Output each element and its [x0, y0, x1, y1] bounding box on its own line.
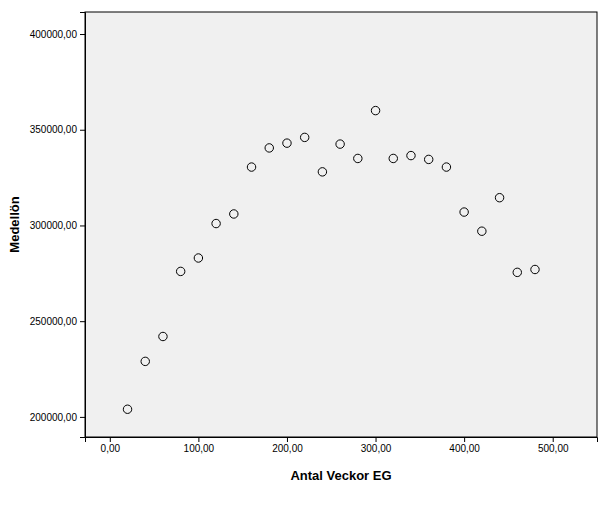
point	[141, 357, 149, 365]
point	[194, 254, 202, 262]
point	[460, 208, 468, 216]
tick: 200,00	[272, 437, 303, 454]
tick-mark	[80, 130, 85, 131]
point	[389, 154, 397, 162]
y-axis: 200000,00 250000,00 300000,00 350000,00 4000…	[30, 13, 86, 438]
tick: 250000,00	[30, 316, 85, 327]
tick-mark	[376, 437, 377, 442]
point	[371, 106, 379, 114]
tick-label: 200,00	[272, 443, 303, 454]
point	[424, 155, 432, 163]
point	[478, 227, 486, 235]
tick: 200000,00	[30, 412, 85, 423]
y-axis-title: Medellön	[7, 196, 22, 252]
point	[176, 267, 184, 275]
plot: 0,00 100,00 200,00 300,00 400,00 500,00 200000…	[30, 12, 598, 454]
tick: 350000,00	[30, 124, 85, 135]
tick-label: 0,00	[101, 443, 121, 454]
tick-mark	[80, 417, 85, 418]
point	[531, 265, 539, 273]
tick-mark	[110, 437, 111, 442]
tick-mark	[80, 321, 85, 322]
point	[265, 144, 273, 152]
point	[247, 163, 255, 171]
point	[212, 219, 220, 227]
tick-label: 400000,00	[30, 29, 78, 40]
point	[283, 139, 291, 147]
point	[513, 268, 521, 276]
tick-mark	[80, 225, 85, 226]
tick-mark	[80, 34, 85, 35]
x-axis: 0,00 100,00 200,00 300,00 400,00 500,00	[86, 437, 598, 454]
tick: 0,00	[101, 437, 121, 454]
axis-line	[80, 13, 86, 438]
point	[159, 332, 167, 340]
point	[123, 405, 131, 413]
points	[123, 106, 539, 413]
x-axis-title: Antal Veckor EG	[290, 468, 391, 483]
tick-mark	[553, 437, 554, 442]
tick-label: 350000,00	[30, 124, 78, 135]
tick-label: 200000,00	[30, 412, 78, 423]
tick-mark	[198, 437, 199, 442]
tick-label: 100,00	[184, 443, 215, 454]
point	[230, 210, 238, 218]
tick-label: 500,00	[538, 443, 569, 454]
tick: 500,00	[538, 437, 569, 454]
tick-label: 300000,00	[30, 220, 78, 231]
tick: 100,00	[184, 437, 215, 454]
tick-label: 250000,00	[30, 316, 78, 327]
chart: 0,00 100,00 200,00 300,00 400,00 500,00 200000…	[0, 0, 612, 506]
tick: 400,00	[449, 437, 480, 454]
tick-label: 300,00	[361, 443, 392, 454]
point	[354, 154, 362, 162]
tick-mark	[464, 437, 465, 442]
axis-line	[86, 438, 598, 443]
point	[495, 193, 503, 201]
point	[407, 151, 415, 159]
tick: 400000,00	[30, 29, 85, 40]
point	[442, 163, 450, 171]
tick: 300,00	[361, 437, 392, 454]
point	[336, 140, 344, 148]
point	[300, 133, 308, 141]
point	[318, 168, 326, 176]
plot-frame	[85, 12, 597, 437]
tick-mark	[287, 437, 288, 442]
tick: 300000,00	[30, 220, 85, 231]
tick-label: 400,00	[449, 443, 480, 454]
